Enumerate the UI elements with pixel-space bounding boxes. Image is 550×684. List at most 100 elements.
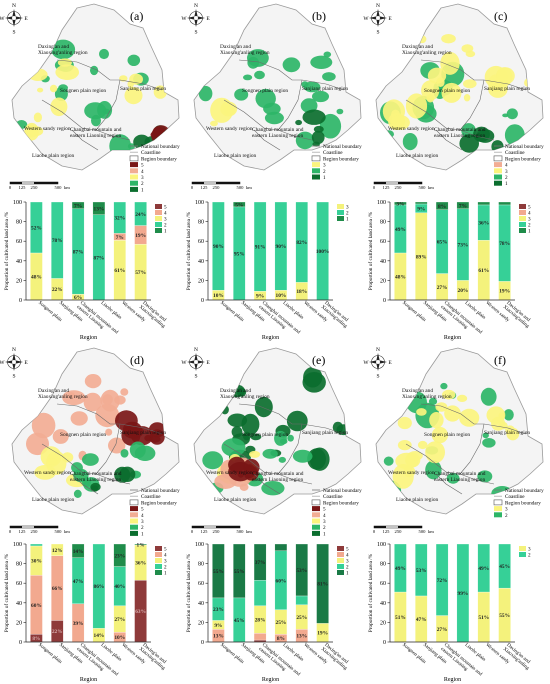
scale-tick-label: 250 bbox=[31, 529, 39, 534]
bar-data-label: 91% bbox=[255, 245, 266, 251]
region-label: Changbai mountain and eastern Liaoning re… bbox=[70, 471, 122, 483]
scale-bar: 0 125 250 500 km bbox=[9, 525, 70, 534]
map-class-patch bbox=[247, 56, 259, 69]
chart-legend-swatch bbox=[519, 210, 526, 215]
legend-text: 1 bbox=[141, 531, 144, 537]
chart-legend-label: 3 bbox=[346, 204, 349, 210]
chart-legend: 32 bbox=[519, 546, 531, 558]
compass-e: E bbox=[388, 360, 392, 366]
compass-e: E bbox=[206, 16, 210, 22]
map-class-patch bbox=[402, 133, 418, 151]
bar-segment bbox=[295, 201, 308, 283]
maps-layer: N S E W (a) Daxing'an and Xiaoxing'anling regi… bbox=[0, 3, 544, 537]
map-class-patch bbox=[114, 395, 126, 405]
region-label: Daxing'an and Xiaoxing'anling region bbox=[38, 388, 88, 400]
bar-segment bbox=[394, 543, 407, 593]
map-class-patch bbox=[264, 111, 284, 125]
bar-data-label: 95% bbox=[234, 251, 245, 257]
legend-swatch bbox=[312, 512, 320, 518]
map-class-patch bbox=[407, 451, 423, 461]
chart-legend-label: 4 bbox=[528, 210, 531, 216]
chart-legend-swatch bbox=[155, 210, 162, 215]
map-class-fill bbox=[26, 374, 166, 498]
map-panel-b: N S E W (b) Daxing'an and Xiaoxing'anling regi… bbox=[181, 3, 362, 190]
compass-star bbox=[187, 9, 205, 27]
region-label: Sanjiang plain region bbox=[484, 86, 530, 92]
panel-label: (e) bbox=[312, 353, 325, 367]
compass-s: S bbox=[12, 374, 15, 380]
bar-segment bbox=[92, 201, 106, 215]
bar-data-label: 27% bbox=[437, 627, 448, 633]
x-axis-label: Region bbox=[444, 335, 461, 341]
bar-data-label: 53% bbox=[416, 568, 427, 574]
bar-segment bbox=[477, 543, 490, 593]
region-label: Sanjiang plain region bbox=[484, 430, 530, 436]
bar-data-label: 36% bbox=[478, 221, 489, 227]
region-label: Liaohe plain region bbox=[214, 153, 257, 159]
scale-tick-label: 0 bbox=[9, 185, 12, 190]
scale-tick-label: 125 bbox=[383, 185, 391, 190]
map-class-patch bbox=[506, 108, 518, 120]
bar-data-label: 23% bbox=[213, 607, 224, 613]
region-boundary-line bbox=[95, 79, 121, 131]
compass-w: W bbox=[181, 360, 187, 366]
legend-text: Coastline bbox=[505, 494, 525, 500]
legend-text: National boundary bbox=[505, 488, 544, 494]
legend-swatch bbox=[130, 174, 138, 180]
scale-tick-label: 125 bbox=[19, 185, 27, 190]
bar-data-label: 1% bbox=[137, 542, 145, 548]
chart-legend-label: 4 bbox=[346, 552, 349, 558]
scale-bar-segment bbox=[34, 526, 58, 528]
map-class-patch bbox=[249, 450, 261, 458]
y-tick-label: 100 bbox=[195, 200, 204, 206]
bar-segment bbox=[51, 543, 64, 556]
region-boundary-line bbox=[459, 473, 495, 485]
panel-label: (c) bbox=[494, 9, 507, 23]
panel-label: (b) bbox=[312, 9, 326, 23]
scale-bar: 0 125 250 500 km bbox=[9, 181, 70, 190]
region-label: Songnen plain region bbox=[242, 432, 288, 438]
compass-s: S bbox=[376, 374, 379, 380]
map-class-patch bbox=[282, 57, 301, 73]
chart-legend-swatch bbox=[155, 546, 162, 551]
bar-data-label: 19% bbox=[135, 233, 146, 239]
bar-data-label: 25% bbox=[296, 615, 307, 621]
chart-legend-swatch bbox=[519, 216, 526, 221]
bar-data-label: 9% bbox=[256, 294, 264, 300]
y-tick-label: 20 bbox=[380, 278, 386, 284]
x-tick-label: Daxing'an andXiaoxing'anling bbox=[320, 301, 352, 330]
scale-bar-segment bbox=[10, 526, 22, 528]
region-boundary-line bbox=[301, 423, 345, 435]
region-label: Daxing'an and Xiaoxing'anling region bbox=[220, 44, 270, 56]
scale-tick-label: 250 bbox=[395, 529, 403, 534]
map-class-patch bbox=[503, 409, 514, 421]
map-class-patch bbox=[440, 51, 460, 75]
region-boundary-line bbox=[277, 129, 313, 141]
chart-legend-label: 3 bbox=[164, 558, 167, 564]
y-tick-label: 40 bbox=[380, 601, 386, 607]
legend-swatch bbox=[130, 162, 138, 168]
scale-tick-label: 125 bbox=[201, 529, 209, 534]
map-class-patch bbox=[262, 448, 278, 459]
map-class-patch bbox=[221, 438, 246, 457]
map-class-patch bbox=[108, 437, 126, 454]
map-class-patch bbox=[322, 72, 336, 82]
bar-data-label: 100% bbox=[316, 249, 329, 255]
map-class-patch bbox=[105, 428, 113, 436]
map-panel-c: N S E W (c) Daxing'an and Xiaoxing'anling regi… bbox=[363, 3, 544, 190]
chart-legend-swatch bbox=[337, 204, 344, 209]
map-class-patch bbox=[491, 140, 504, 153]
map-class-patch bbox=[336, 108, 344, 115]
y-tick-label: 40 bbox=[380, 259, 386, 265]
region-label: Songnen plain region bbox=[60, 88, 106, 94]
map-class-patch bbox=[498, 412, 505, 419]
chart-legend-swatch bbox=[337, 210, 344, 215]
bar-data-label: 45% bbox=[499, 564, 510, 570]
y-tick-label: 40 bbox=[198, 601, 204, 607]
map-class-patch bbox=[28, 68, 48, 81]
legend-text: 3 bbox=[141, 175, 144, 181]
map-class-patch bbox=[134, 445, 156, 461]
map-class-patch bbox=[26, 432, 49, 456]
bar-data-label: 61% bbox=[114, 268, 125, 274]
